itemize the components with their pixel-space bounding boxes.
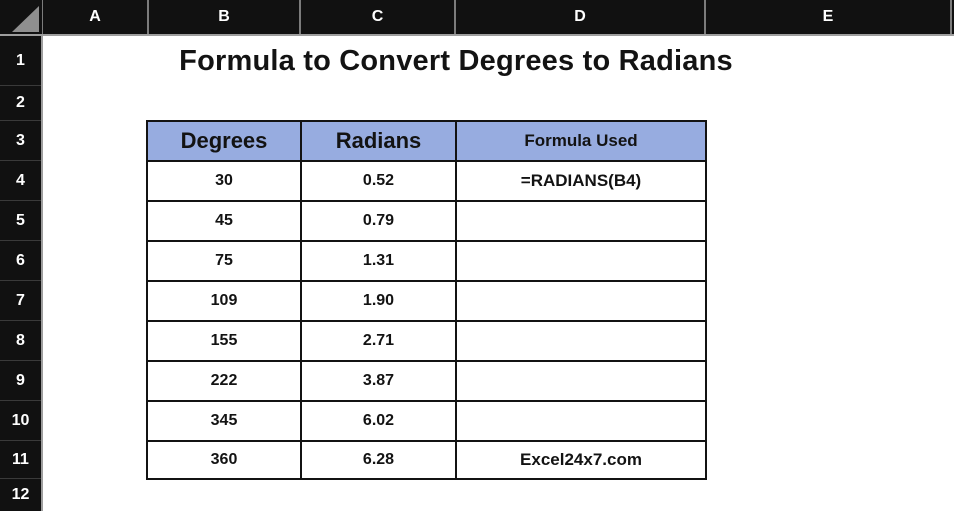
table-row: 30 0.52 =RADIANS(B4) xyxy=(146,160,707,202)
empty-cell[interactable] xyxy=(455,280,707,322)
select-all-corner[interactable] xyxy=(0,0,42,34)
row-header-9[interactable]: 9 xyxy=(0,360,41,400)
table-row: 345 6.02 xyxy=(146,400,707,442)
radians-cell[interactable]: 1.90 xyxy=(300,280,457,322)
column-header-bar: A B C D E xyxy=(0,0,954,36)
formula-cell[interactable]: =RADIANS(B4) xyxy=(455,160,707,202)
row-header-6[interactable]: 6 xyxy=(0,240,41,280)
row-header-12[interactable]: 12 xyxy=(0,478,41,511)
column-separator xyxy=(299,0,301,34)
radians-cell[interactable]: 1.31 xyxy=(300,240,457,282)
column-header-E[interactable]: E xyxy=(822,8,834,25)
degrees-cell[interactable]: 155 xyxy=(146,320,302,362)
table-header-radians[interactable]: Radians xyxy=(300,120,457,162)
degrees-cell[interactable]: 30 xyxy=(146,160,302,202)
empty-cell[interactable] xyxy=(455,360,707,402)
row-header-5[interactable]: 5 xyxy=(0,200,41,240)
row-header-1[interactable]: 1 xyxy=(16,51,25,69)
column-header-A[interactable]: A xyxy=(89,8,101,25)
table-row: 109 1.90 xyxy=(146,280,707,322)
degrees-cell[interactable]: 109 xyxy=(146,280,302,322)
select-all-triangle-icon xyxy=(12,6,39,32)
radians-cell[interactable]: 2.71 xyxy=(300,320,457,362)
table-row: 155 2.71 xyxy=(146,320,707,362)
column-separator xyxy=(147,0,149,34)
row-header-11[interactable]: 11 xyxy=(0,440,41,478)
empty-cell[interactable] xyxy=(455,240,707,282)
radians-cell[interactable]: 3.87 xyxy=(300,360,457,402)
empty-cell[interactable] xyxy=(455,200,707,242)
empty-cell[interactable] xyxy=(455,400,707,442)
row-header-2[interactable]: 2 xyxy=(0,85,41,120)
column-header-D[interactable]: D xyxy=(574,8,586,25)
degrees-radians-table: Degrees Radians Formula Used 30 0.52 =RADIAN… xyxy=(146,120,707,480)
column-header-C[interactable]: C xyxy=(371,8,384,25)
degrees-cell[interactable]: 360 xyxy=(146,440,302,480)
degrees-cell[interactable]: 45 xyxy=(146,200,302,242)
sheet-title[interactable]: Formula to Convert Degrees to Radians xyxy=(179,45,733,77)
empty-cell[interactable] xyxy=(455,320,707,362)
table-row: 360 6.28 Excel24x7.com xyxy=(146,440,707,480)
column-separator xyxy=(454,0,456,34)
degrees-cell[interactable]: 345 xyxy=(146,400,302,442)
row-header-7[interactable]: 7 xyxy=(0,280,41,320)
row-header-8[interactable]: 8 xyxy=(0,320,41,360)
row-header-column: 1 2 3 4 5 6 7 8 9 10 11 12 xyxy=(0,36,43,511)
radians-cell[interactable]: 6.02 xyxy=(300,400,457,442)
column-separator xyxy=(704,0,706,34)
row-header-3[interactable]: 3 xyxy=(0,120,41,160)
table-row: 45 0.79 xyxy=(146,200,707,242)
radians-cell[interactable]: 0.79 xyxy=(300,200,457,242)
table-header-formula-used[interactable]: Formula Used xyxy=(455,120,707,162)
watermark-cell[interactable]: Excel24x7.com xyxy=(455,440,707,480)
radians-cell[interactable]: 6.28 xyxy=(300,440,457,480)
column-separator xyxy=(950,0,952,34)
degrees-cell[interactable]: 75 xyxy=(146,240,302,282)
row-header-4[interactable]: 4 xyxy=(0,160,41,200)
radians-cell[interactable]: 0.52 xyxy=(300,160,457,202)
row-header-10[interactable]: 10 xyxy=(0,400,41,440)
column-separator xyxy=(41,0,43,34)
table-row: 75 1.31 xyxy=(146,240,707,282)
table-header-degrees[interactable]: Degrees xyxy=(146,120,302,162)
column-header-B[interactable]: B xyxy=(218,8,230,25)
table-row: 222 3.87 xyxy=(146,360,707,402)
degrees-cell[interactable]: 222 xyxy=(146,360,302,402)
